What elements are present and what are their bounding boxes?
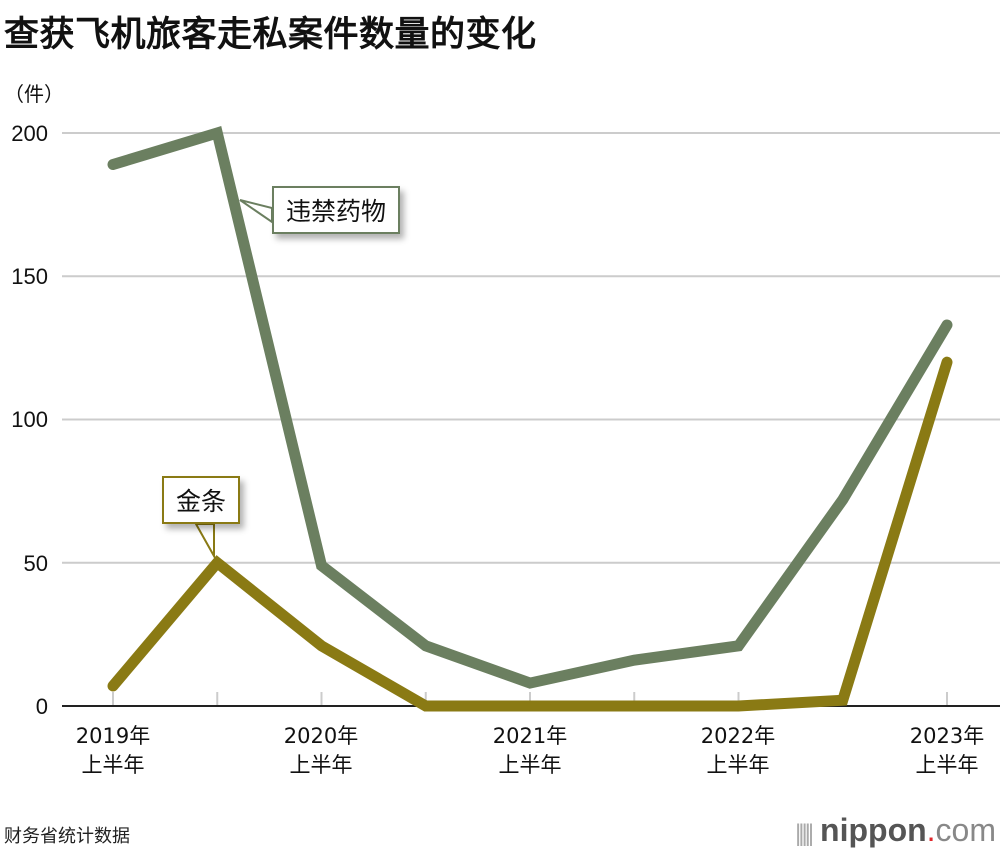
nippon-logo: ||||| nippon.com [794,812,996,848]
sound-bars-icon: ||||| [794,820,814,847]
y-axis-unit: （件） [4,82,64,106]
y-tick-150: 150 [11,264,48,289]
callout-pointer-gold [194,523,215,560]
x-tick-2020: 2020年 上半年 [283,724,359,777]
y-tick-0: 0 [35,694,48,719]
series-line-gold [107,356,953,712]
callout-gold: 金条 [162,476,241,524]
series-line-drugs [107,126,953,689]
data-source: 财务省统计数据 [4,826,130,847]
x-tick-2023: 2023年 上半年 [909,724,985,777]
x-tick-2021: 2021年 上半年 [492,724,568,777]
callout-drugs: 违禁药物 [272,186,401,234]
callout-pointer-drugs [239,199,273,224]
chart-title: 查获飞机旅客走私案件数量的变化 [4,15,537,55]
x-tick-2019: 2019年 上半年 [75,724,151,777]
x-tick-2022: 2022年 上半年 [700,724,776,777]
y-tick-200: 200 [11,121,48,146]
y-tick-100: 100 [11,407,48,432]
y-tick-50: 50 [23,551,48,576]
